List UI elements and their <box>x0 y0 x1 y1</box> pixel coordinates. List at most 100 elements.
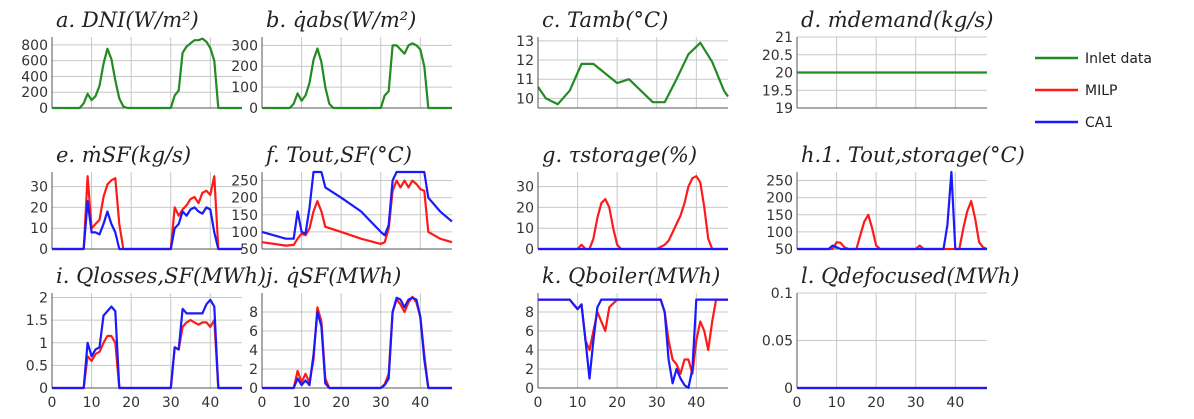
y-tick-label: 20.5 <box>762 48 793 64</box>
subplot-d: 19 19.520 20.5 21 d. ṁdemand(kg/s) <box>762 8 994 117</box>
legend-label: MILP <box>1085 83 1117 99</box>
y-tick-label: 100 <box>766 225 793 241</box>
series-line-ca1 <box>538 298 728 390</box>
y-tick-label: 2 <box>249 362 258 378</box>
subplot-title: e. ṁSF(kg/s) <box>56 143 191 167</box>
subplot-title: b. q̇abs(W/m²) <box>266 8 416 32</box>
subplot-title: f. Tout,SF(°C) <box>264 143 412 167</box>
x-tick-label: 40 <box>201 395 219 411</box>
subplot-title: j. q̇SF(MWh) <box>262 264 401 288</box>
x-tick-label: 0 <box>48 395 57 411</box>
x-tick-label: 30 <box>907 395 925 411</box>
subplot-title: k. Qboiler(MWh) <box>542 264 720 288</box>
y-tick-label: 0 <box>39 381 48 397</box>
subplot-title: l. Qdefocused(MWh) <box>801 264 1020 288</box>
x-tick-label: 0 <box>258 395 267 411</box>
y-tick-label: 250 <box>766 174 793 190</box>
y-tick-label: 300 <box>231 38 258 54</box>
y-tick-label: 200 <box>766 191 793 207</box>
x-tick-label: 0 <box>534 395 543 411</box>
legend-label: Inlet data <box>1085 51 1152 67</box>
legend: Inlet data MILP CA1 <box>1035 51 1152 131</box>
y-tick-label: 2 <box>525 362 534 378</box>
series-line-milp <box>52 319 242 390</box>
x-tick-label: 10 <box>83 395 101 411</box>
x-tick-label: 20 <box>332 395 350 411</box>
y-tick-label: 6 <box>525 324 534 340</box>
y-tick-label: 4 <box>525 343 534 359</box>
subplot-l: 0 0.05 0.1 0 10 20 30 40 l. Qdefocused(MWh) <box>762 264 1020 411</box>
subplot-title: a. DNI(W/m²) <box>56 8 199 32</box>
y-tick-label: 0 <box>249 101 258 117</box>
subplot-c: 10 11 12 13 c. Tamb(°C) <box>516 8 729 109</box>
y-tick-label: 30 <box>516 180 534 196</box>
x-tick-label: 0 <box>793 395 802 411</box>
y-tick-label: 50 <box>775 242 793 258</box>
y-tick-label: 12 <box>516 53 534 69</box>
series-line-ca1 <box>262 296 452 390</box>
x-tick-label: 40 <box>411 395 429 411</box>
y-tick-label: 11 <box>516 72 534 88</box>
series-line-inlet-data <box>262 42 452 110</box>
y-tick-label: 13 <box>516 34 534 50</box>
y-tick-label: 0.1 <box>771 286 793 302</box>
subplot-title: c. Tamb(°C) <box>542 8 668 32</box>
x-tick-label: 10 <box>293 395 311 411</box>
y-tick-label: 200 <box>231 59 258 75</box>
subplot-title: d. ṁdemand(kg/s) <box>801 8 993 32</box>
y-tick-label: 8 <box>525 305 534 321</box>
y-tick-label: 250 <box>231 174 258 190</box>
y-tick-label: 20 <box>516 200 534 216</box>
subplot-e: 0 10 20 30 e. ṁSF(kg/s) <box>30 143 242 258</box>
y-tick-label: 6 <box>249 324 258 340</box>
series-line-milp <box>261 179 453 247</box>
legend-label: CA1 <box>1085 115 1113 131</box>
subplot-j: 0 2 4 6 8 0 10 20 30 40 j. q̇SF(MWh) <box>249 264 452 411</box>
series-line-ca1 <box>52 298 242 390</box>
series-line-milp <box>538 175 728 251</box>
y-tick-label: 0 <box>525 381 534 397</box>
y-tick-label: 200 <box>231 191 258 207</box>
y-tick-label: 100 <box>231 225 258 241</box>
y-tick-label: 20 <box>775 66 793 82</box>
subplot-title: g. τstorage(%) <box>542 143 697 167</box>
y-tick-label: 150 <box>231 208 258 224</box>
y-tick-label: 1.5 <box>26 313 48 329</box>
x-tick-label: 20 <box>608 395 626 411</box>
y-tick-label: 0.5 <box>26 358 48 374</box>
x-tick-label: 40 <box>687 395 705 411</box>
y-tick-label: 8 <box>249 305 258 321</box>
y-tick-label: 200 <box>21 85 48 101</box>
y-tick-label: 150 <box>766 208 793 224</box>
series-line-milp <box>538 298 728 375</box>
series-line-milp <box>797 200 988 251</box>
y-tick-label: 0 <box>525 242 534 258</box>
x-tick-label: 10 <box>569 395 587 411</box>
y-tick-label: 0 <box>39 242 48 258</box>
series-line-ca1 <box>261 170 453 240</box>
x-tick-label: 10 <box>828 395 846 411</box>
subplot-title: h.1. Tout,storage(°C) <box>801 143 1025 167</box>
subplot-g: 0 10 20 30 g. τstorage(%) <box>516 143 728 258</box>
y-tick-label: 0 <box>784 381 793 397</box>
y-tick-label: 0 <box>39 101 48 117</box>
y-tick-label: 100 <box>231 80 258 96</box>
y-tick-label: 10 <box>516 91 534 107</box>
y-tick-label: 30 <box>30 180 48 196</box>
y-tick-label: 50 <box>240 242 258 258</box>
x-tick-label: 20 <box>867 395 885 411</box>
subplot-title: i. Qlosses,SF(MWh) <box>56 264 266 288</box>
y-tick-label: 2 <box>39 291 48 307</box>
x-tick-label: 40 <box>946 395 964 411</box>
subplot-k: 0 2 4 6 8 0 10 20 30 40 k. Qboiler(MWh) <box>525 264 728 411</box>
y-tick-label: 19 <box>775 101 793 117</box>
series-line-ca1 <box>52 200 242 251</box>
series-line-inlet-data <box>537 41 729 106</box>
y-tick-label: 400 <box>21 69 48 85</box>
y-tick-label: 21 <box>775 30 793 46</box>
y-tick-label: 10 <box>30 221 48 237</box>
